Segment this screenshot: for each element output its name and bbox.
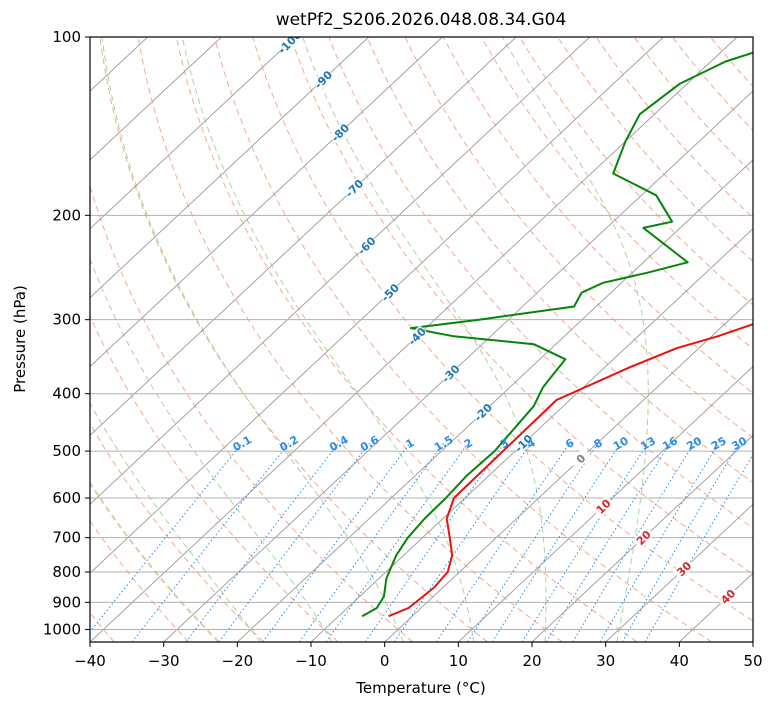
isotherm-line [605,503,753,642]
isotherm-label-bg [471,400,495,424]
x-axis-ticks: −40 −30 −20 −10 0 10 20 30 40 50 [74,642,763,670]
y-axis-label: Pressure (hPa) [11,285,29,393]
y-tick-label: 300 [52,311,81,329]
x-tick-label: −30 [148,652,180,670]
isotherm-line [90,37,370,299]
y-tick-label: 400 [52,385,81,403]
y-axis-ticks: 1000 900 800 700 600 500 400 300 200 100 [43,28,90,638]
isotherm-label-bg [278,37,301,54]
moist-adiabat-line [90,257,333,642]
mixing-ratio-line [218,442,370,642]
isotherm-label-bg [512,431,535,455]
sounding-series [361,51,753,618]
isotherm-label-bg [591,495,615,518]
special-adiabat-line [90,481,220,642]
x-tick-label: −40 [74,652,106,670]
y-tick-label: 800 [52,563,81,581]
dry-adiabat-line [290,37,753,575]
mixing-ratio-line [185,442,340,642]
mixing-ratio-line [467,443,599,642]
temperature-profile-line [388,323,753,618]
x-tick-label: 10 [449,652,468,670]
isotherm-line [458,365,753,642]
isotherm-line [90,37,296,230]
isotherm-label-bg [343,176,366,200]
moist-adiabat-line [90,402,261,642]
dry-adiabat-line [252,37,753,622]
isotherm-label-bg [311,68,335,91]
isotherm-label-bg [439,362,463,385]
isotherm-label-bg [716,585,740,608]
x-tick-label: 40 [670,652,689,670]
mixing-ratio-line [491,443,622,642]
isotherm-label-bg [405,324,429,348]
mixing-ratio-line [521,443,649,642]
y-tick-label: 1000 [43,620,81,638]
moist-adiabat-line [181,37,475,642]
x-tick-label: −20 [222,652,254,670]
mixing-ratio-line [435,443,571,642]
x-axis-label: Temperature (°C) [355,679,485,697]
dry-adiabat-line [99,37,488,642]
dewpoint-profile-line [361,51,753,618]
mixing-ratio-line [364,443,505,642]
mixing-ratio-line [599,443,720,642]
isotherm-label-bg [378,281,402,304]
mixing-ratio-label: 36 [750,434,770,453]
isotherm-line [237,159,753,642]
x-tick-label: 0 [380,652,390,670]
x-tick-label: 50 [743,652,762,670]
y-tick-label: 500 [52,442,81,460]
isotherm-label-bg [569,447,593,471]
mixing-ratio-line [298,443,444,642]
y-tick-label: 900 [52,593,81,611]
x-tick-label: −10 [295,652,327,670]
mixing-ratio-line [621,443,740,642]
isotherm-label-bg [328,121,352,144]
isotherm-line [90,37,517,436]
moist-adiabat-line [302,37,547,642]
y-tick-label: 100 [52,28,81,46]
x-tick-label: 30 [596,652,615,670]
dry-adiabat-line [328,37,753,529]
dry-adiabat-line [175,37,638,642]
mixing-ratio-line [90,442,243,633]
isotherm-label-bg [672,557,696,581]
isotherm-label-bg [632,526,655,549]
y-tick-label: 700 [52,529,81,547]
chart-title: wetPf2_S206.2026.048.08.34.G04 [276,10,567,30]
y-tick-label: 200 [52,206,81,224]
mixing-ratio-line [393,443,532,642]
mixing-ratio-line [572,443,695,642]
moist-adiabat-line [101,37,404,642]
dry-adiabat-line [90,422,264,642]
pressure-gridlines [90,37,753,630]
isotherm-label-bg [355,234,378,257]
isotherm-line [90,37,664,574]
plot-frame [89,36,754,643]
x-tick-label: 20 [522,652,541,670]
mixing-ratio-line [545,443,671,642]
y-tick-label: 600 [52,489,81,507]
isotherm-line [90,37,591,505]
isotherm-line [310,228,753,642]
isotherm-line [90,37,222,161]
special-adiabat [90,481,220,642]
